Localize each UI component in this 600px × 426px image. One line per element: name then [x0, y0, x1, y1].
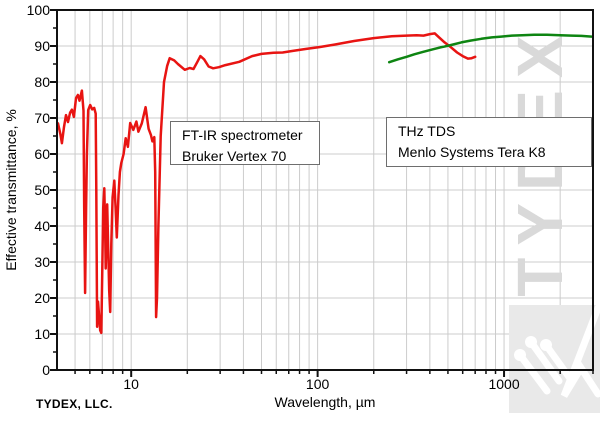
- y-axis-title: Effective transmittance, %: [3, 109, 19, 271]
- company-name: TYDEX, LLC.: [36, 397, 113, 411]
- y-tick-label: 80: [34, 74, 50, 90]
- y-tick-label: 40: [34, 218, 50, 234]
- annotation-line: Menlo Systems Tera K8: [398, 144, 546, 160]
- ftir-curve: [56, 32, 477, 335]
- x-tick-label: 100: [305, 376, 330, 392]
- x-tick-label: 1000: [488, 376, 520, 392]
- curves: [56, 32, 593, 335]
- y-tick-label: 90: [34, 38, 50, 54]
- y-tick-label: 20: [34, 290, 50, 306]
- x-tick-label: 10: [123, 376, 139, 392]
- y-tick-label: 30: [34, 254, 50, 270]
- y-tick-label: 100: [26, 2, 50, 18]
- annotation-line: Bruker Vertex 70: [182, 148, 287, 164]
- logo-strokes: [516, 304, 600, 398]
- annotation-thz-tds: THz TDS Menlo Systems Tera K8: [386, 117, 592, 167]
- x-axis-title: Wavelength, µm: [274, 394, 376, 410]
- thz-tds-curve: [387, 33, 593, 64]
- logo-dots: [514, 336, 552, 361]
- y-tick-label: 0: [42, 362, 50, 378]
- axes-frame: [50, 9, 594, 377]
- y-tick-label: 50: [34, 182, 50, 198]
- tydex-logo: [509, 304, 600, 413]
- y-tick-label: 60: [34, 146, 50, 162]
- y-tick-label: 70: [34, 110, 50, 126]
- y-tick-label: 10: [34, 326, 50, 342]
- annotation-ftir-spectrometer: FT-IR spectrometer Bruker Vertex 70: [170, 121, 320, 165]
- annotation-line: FT-IR spectrometer: [182, 127, 303, 143]
- annotation-line: THz TDS: [398, 123, 456, 139]
